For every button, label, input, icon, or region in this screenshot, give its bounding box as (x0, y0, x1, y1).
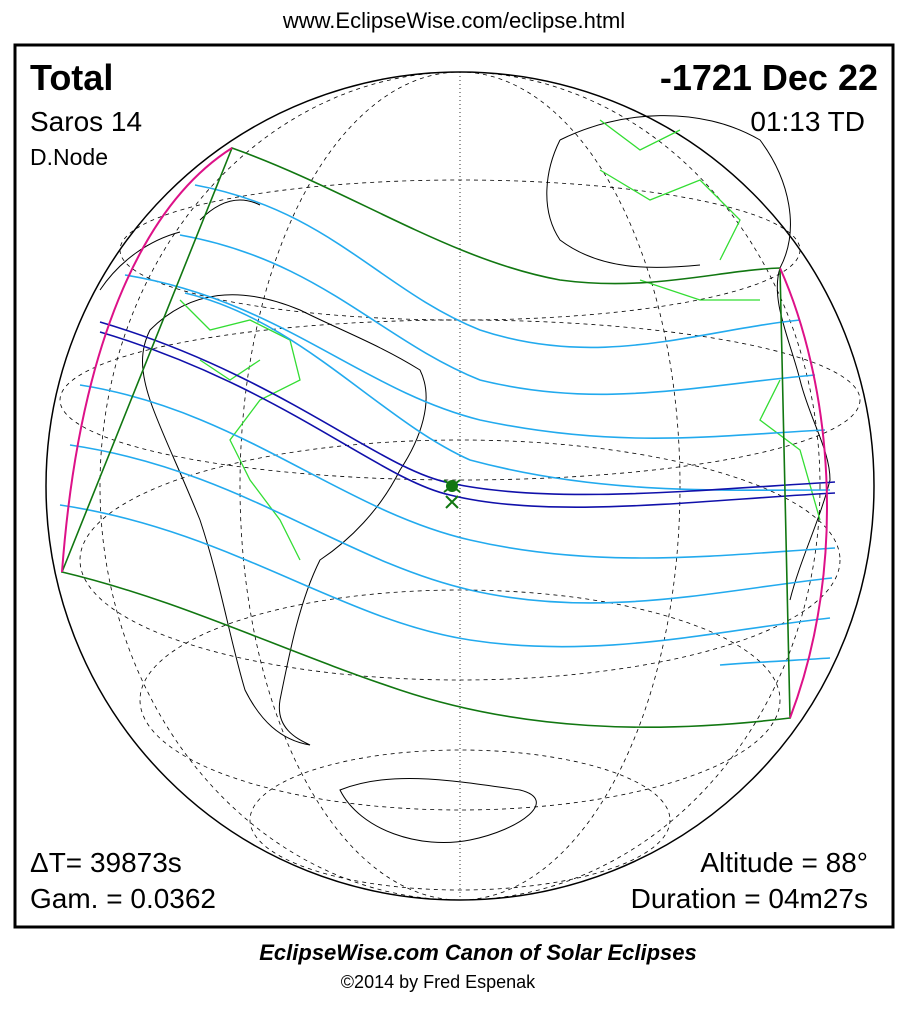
node: D.Node (30, 144, 108, 170)
saros: Saros 14 (30, 106, 142, 137)
land (99, 115, 831, 844)
altitude: Altitude = 88° (700, 847, 868, 878)
duration: Duration = 04m27s (631, 883, 868, 914)
copyright: ©2014 by Fred Espenak (341, 972, 536, 992)
delta-t: ΔT= 39873s (30, 847, 182, 878)
time: 01:13 TD (750, 106, 865, 137)
url: www.EclipseWise.com/eclipse.html (282, 8, 625, 33)
globe (45, 71, 875, 901)
eclipse-date: -1721 Dec 22 (660, 57, 878, 98)
footer-title: EclipseWise.com Canon of Solar Eclipses (259, 940, 697, 965)
eclipse-path (59, 146, 836, 729)
gamma: Gam. = 0.0362 (30, 883, 216, 914)
eclipse-type: Total (30, 57, 113, 98)
